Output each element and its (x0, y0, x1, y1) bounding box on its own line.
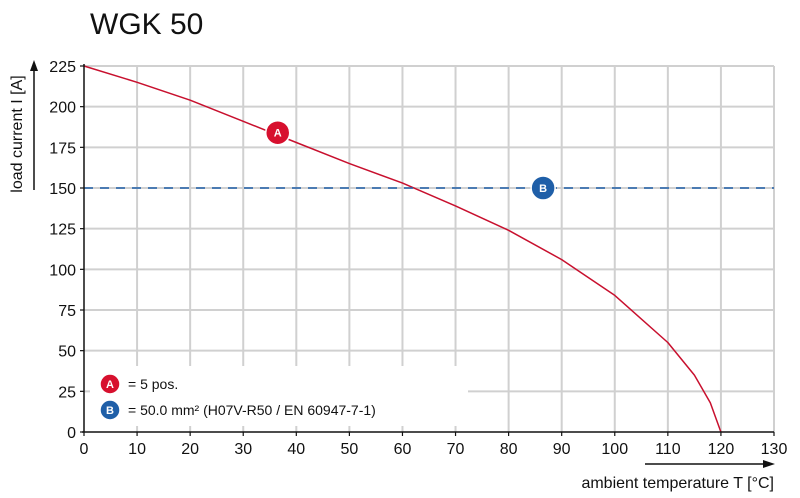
legend-text-a: = 5 pos. (128, 376, 178, 392)
x-tick-label: 110 (655, 441, 681, 458)
x-tick-label: 120 (708, 441, 735, 458)
axes (30, 60, 775, 468)
x-tick-label: 20 (181, 441, 199, 458)
x-tick-label: 80 (500, 441, 518, 458)
x-tick-label: 130 (761, 441, 788, 458)
x-tick-label: 60 (394, 441, 412, 458)
marker-b: B (530, 175, 556, 201)
series-layer (83, 65, 774, 433)
legend: A = 5 pos. B = 50.0 mm² (H07V-R50 / EN 6094… (90, 366, 468, 426)
legend-marker-b-circle (99, 399, 121, 421)
legend-background (90, 366, 468, 426)
y-tick-label: 75 (58, 303, 76, 320)
marker-a: A (264, 119, 291, 146)
marker-b-circle (530, 175, 556, 201)
legend-marker-a-letter: A (106, 379, 114, 391)
legend-marker-b-letter: B (106, 405, 114, 417)
y-axis-label: load current I [A] (9, 75, 26, 192)
tick-labels: 0 10 20 30 40 50 60 70 80 90 100 110 120 130 0 25 50 75 10… (49, 59, 787, 458)
y-tick-label: 0 (67, 425, 76, 442)
y-tick-label: 200 (49, 100, 76, 117)
marker-a-letter: A (274, 128, 282, 140)
x-tick-label: 40 (287, 441, 305, 458)
legend-text-b: = 50.0 mm² (H07V-R50 / EN 60947-7-1) (128, 402, 376, 418)
y-tick-label: 225 (49, 59, 76, 76)
legend-marker-b: B (99, 399, 121, 421)
y-tick-label: 100 (49, 262, 76, 279)
x-tick-label: 90 (553, 441, 571, 458)
x-tick-label: 70 (447, 441, 465, 458)
y-axis-arrow-head (30, 60, 38, 71)
series-markers: AB (264, 119, 556, 201)
y-tick-label: 150 (49, 181, 76, 198)
y-tick-label: 125 (49, 222, 76, 239)
x-tick-label: 100 (601, 441, 628, 458)
x-axis-arrow-head (763, 460, 775, 468)
marker-a-circle (264, 119, 291, 146)
legend-marker-a: A (99, 373, 121, 395)
marker-b-letter: B (539, 183, 547, 195)
series-line-a (83, 65, 722, 433)
x-tick-label: 0 (80, 441, 89, 458)
legend-marker-a-circle (99, 373, 121, 395)
x-tick-label: 30 (234, 441, 252, 458)
y-tick-label: 50 (58, 344, 76, 361)
y-tick-label: 25 (58, 384, 76, 401)
x-axis-label: ambient temperature T [°C] (581, 475, 774, 492)
y-tick-label: 175 (49, 140, 76, 157)
x-tick-label: 10 (128, 441, 146, 458)
x-tick-label: 50 (340, 441, 358, 458)
chart-title: WGK 50 (90, 8, 203, 41)
